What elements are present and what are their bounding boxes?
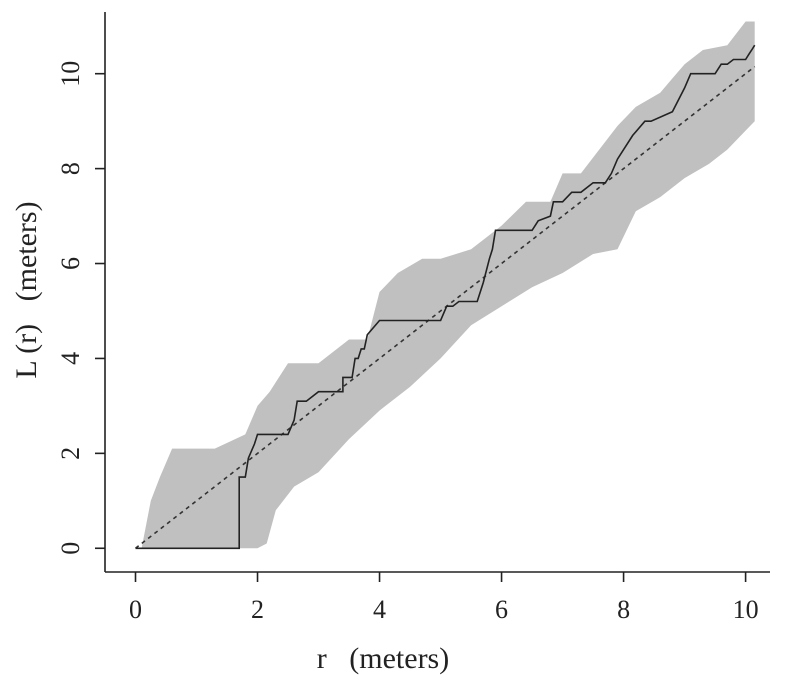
x-tick-label: 0 [129,595,142,624]
y-tick-label: 6 [56,257,85,270]
y-tick-label: 4 [56,352,85,365]
y-tick-label: 8 [56,162,85,175]
y-tick-label: 0 [56,542,85,555]
y-tick-label: 2 [56,447,85,460]
plot-area [135,21,756,550]
x-tick-label: 6 [495,595,508,624]
confidence-envelope [141,21,755,549]
x-tick-label: 8 [617,595,630,624]
x-tick-label: 10 [733,595,759,624]
x-tick-label: 4 [373,595,386,624]
tick-group: 0 2 4 6 8 10 0 2 4 6 8 10 [56,61,759,624]
expected-line [135,65,756,549]
y-axis-title: L (r) (meters) [10,201,43,378]
y-tick-label: 10 [56,61,85,87]
x-tick-label: 2 [251,595,264,624]
x-axis-title: r (meters) [317,642,449,675]
observed-line [135,44,756,550]
